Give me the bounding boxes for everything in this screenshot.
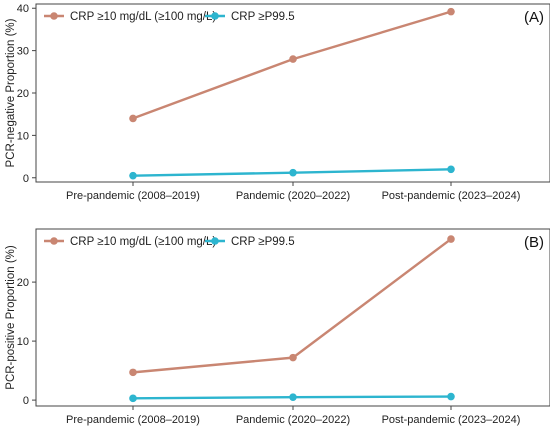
chart-panel-a: 0 10 20 30 40 Pre-pandemic (2008–2019) Pandemi… bbox=[5, 3, 550, 202]
data-point bbox=[447, 165, 455, 174]
panel-label: (A) bbox=[524, 9, 544, 26]
legend-swatch-marker bbox=[211, 237, 219, 245]
data-point bbox=[129, 368, 137, 377]
y-tick-label: 20 bbox=[17, 88, 29, 100]
y-tick-label: 10 bbox=[17, 336, 29, 348]
legend-item: CRP ≥10 mg/dL (≥100 mg/L) bbox=[44, 236, 216, 248]
y-axis-title: PCR-positive Proportion (%) bbox=[5, 245, 17, 390]
chart-panel-b: 0 10 20 Pre-pandemic (2008–2019) Pandemic (2… bbox=[5, 228, 550, 426]
legend-item: CRP ≥P99.5 bbox=[205, 11, 295, 23]
data-point bbox=[129, 171, 137, 180]
series-crp-10 bbox=[129, 235, 455, 377]
legend-label: CRP ≥P99.5 bbox=[231, 11, 295, 23]
x-tick-label: Pandemic (2020–2022) bbox=[236, 414, 350, 426]
series-crp-p995 bbox=[129, 392, 455, 403]
series-crp-10 bbox=[129, 7, 455, 123]
data-point bbox=[447, 7, 455, 16]
data-point bbox=[447, 235, 455, 243]
x-tick-label: Pre-pandemic (2008–2019) bbox=[66, 190, 200, 202]
series-crp-p995 bbox=[129, 165, 455, 180]
y-tick-label: 0 bbox=[23, 173, 29, 185]
legend-item: CRP ≥10 mg/dL (≥100 mg/L) bbox=[44, 11, 216, 23]
legend-label: CRP ≥10 mg/dL (≥100 mg/L) bbox=[70, 236, 216, 248]
x-tick-label: Pre-pandemic (2008–2019) bbox=[66, 414, 200, 426]
x-tick-label: Post-pandemic (2023–2024) bbox=[382, 190, 521, 202]
legend-label: CRP ≥P99.5 bbox=[231, 236, 295, 248]
legend-item: CRP ≥P99.5 bbox=[205, 236, 295, 248]
series-line bbox=[132, 10, 452, 120]
data-point bbox=[289, 55, 297, 63]
legend-swatch-marker bbox=[50, 12, 58, 20]
y-tick-label: 20 bbox=[17, 277, 29, 289]
data-point bbox=[289, 393, 297, 401]
y-tick-label: 10 bbox=[17, 130, 29, 142]
data-point bbox=[129, 394, 137, 403]
data-point bbox=[289, 168, 297, 177]
x-tick-label: Pandemic (2020–2022) bbox=[236, 190, 350, 202]
plot-frame bbox=[35, 3, 550, 183]
series-line bbox=[132, 238, 452, 374]
y-axis-title: PCR-negative Proportion (%) bbox=[5, 18, 17, 167]
data-point bbox=[289, 353, 297, 362]
panel-label: (B) bbox=[524, 234, 544, 251]
legend-swatch-marker bbox=[211, 12, 219, 20]
legend-swatch-marker bbox=[50, 237, 58, 245]
y-tick-label: 30 bbox=[17, 46, 29, 58]
data-point bbox=[129, 114, 137, 123]
plot-frame bbox=[35, 228, 550, 407]
y-tick-label: 40 bbox=[17, 3, 29, 15]
data-point bbox=[447, 392, 455, 401]
legend-label: CRP ≥10 mg/dL (≥100 mg/L) bbox=[70, 11, 216, 23]
y-tick-label: 0 bbox=[23, 395, 29, 407]
x-tick-label: Post-pandemic (2023–2024) bbox=[382, 414, 521, 426]
